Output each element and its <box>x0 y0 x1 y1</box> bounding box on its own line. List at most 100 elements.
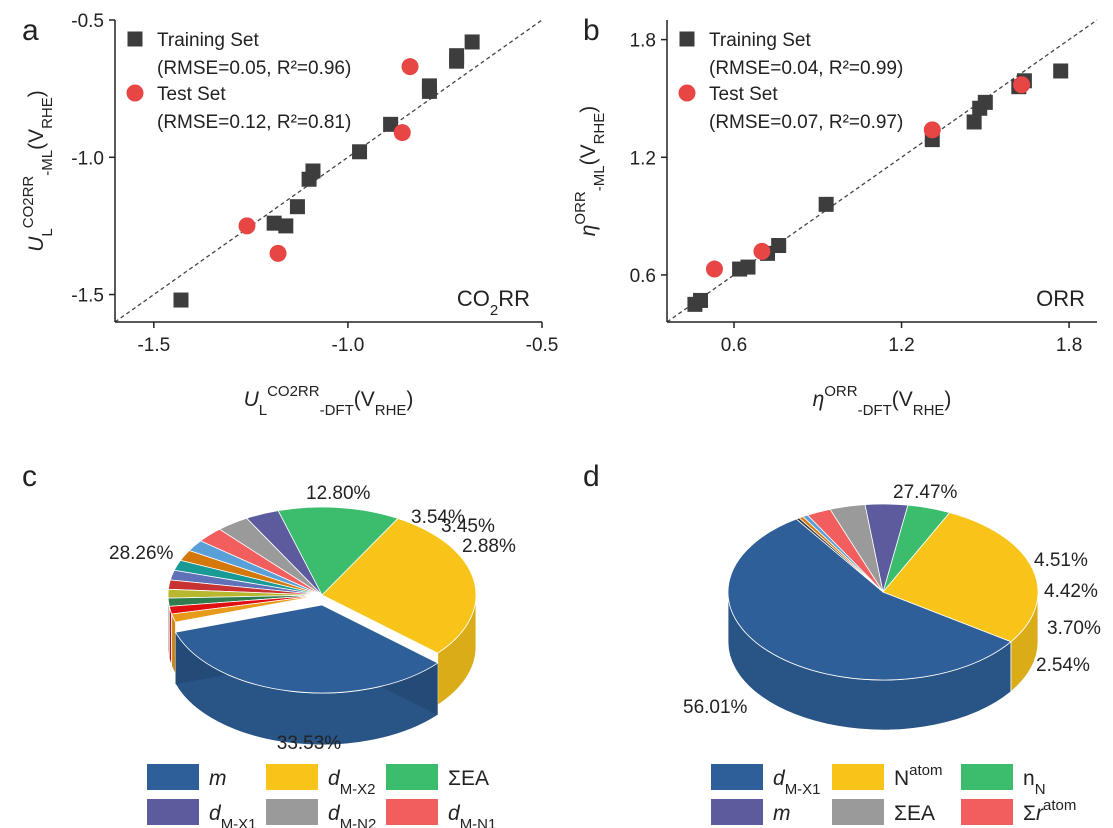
reaction-annotation: ORR <box>1036 286 1085 311</box>
legend-entry: nN <box>1023 767 1046 798</box>
legend-label: Test Set <box>157 84 226 105</box>
legend-training-marker <box>679 31 695 47</box>
pie-percent-label: 4.42% <box>1044 581 1098 602</box>
panel-letter-a: a <box>22 14 39 47</box>
training-point <box>278 218 294 234</box>
test-point <box>401 58 419 76</box>
legend-entry: ΣEA <box>448 767 489 790</box>
training-point <box>977 94 993 110</box>
pie-percent-label: 3.54% <box>411 507 465 528</box>
pie-percent-label: 33.53% <box>277 733 342 754</box>
pie-slice-side <box>171 613 176 676</box>
legend-swatch <box>147 764 199 790</box>
training-point <box>740 259 756 275</box>
y-axis-title: ULCO2RR-ML(VRHE) <box>20 90 55 252</box>
x-tick-label: -1.0 <box>332 335 365 356</box>
legend-entry: m <box>773 802 791 825</box>
x-tick-label: 1.2 <box>888 335 914 356</box>
y-tick-label: -1.5 <box>71 286 104 307</box>
pie-percent-label: 2.88% <box>462 536 516 557</box>
series-test <box>705 76 1031 278</box>
x-axis-title: ULCO2RR-DFT(VRHE) <box>244 383 414 418</box>
legend-entry: dM-X2 <box>328 767 376 798</box>
y-tick-label: 1.2 <box>630 148 656 169</box>
legend-swatch <box>961 764 1013 790</box>
y-tick-label: -1.0 <box>71 148 104 169</box>
pie-slice <box>795 517 884 593</box>
pie-panel-d: 56.01% 27.47% 4.51% 4.42% 3.70% 2.54% dM-X1 Nat… <box>683 482 1101 825</box>
pie-percent-label: 12.80% <box>306 483 371 504</box>
legend-swatch <box>711 764 763 790</box>
reaction-annotation: CO2RR <box>457 286 530 319</box>
legend-metrics: (RMSE=0.04, R²=0.99) <box>709 58 903 79</box>
legend-metrics: (RMSE=0.05, R²=0.96) <box>157 58 351 79</box>
legend-entry: dM-X1 <box>773 767 821 798</box>
legend-label: Training Set <box>157 30 259 51</box>
legend-swatch <box>266 764 318 790</box>
y-axis-title: ηORR-ML(VRHE) <box>572 106 607 237</box>
test-point <box>705 260 723 278</box>
legend-metrics: (RMSE=0.12, R²=0.81) <box>157 112 351 133</box>
training-point <box>305 163 321 179</box>
training-point <box>289 199 305 215</box>
legend-metrics: (RMSE=0.07, R²=0.97) <box>709 112 903 133</box>
x-tick-label: 0.6 <box>721 335 747 356</box>
test-point <box>923 121 941 139</box>
pie-percent-label: 28.26% <box>109 543 174 564</box>
pie-slice <box>727 518 1012 681</box>
legend-training-marker <box>127 31 143 47</box>
parity-line <box>114 19 543 323</box>
pie-panel-c: 33.53% 28.26% 12.80% 3.54%3.45%2.88% m dM-X2 Σ… <box>109 483 516 828</box>
test-point <box>269 244 287 262</box>
series-test <box>238 58 419 262</box>
training-point <box>693 292 709 308</box>
legend-entry: Natom <box>894 762 943 790</box>
legend-swatch <box>386 799 438 825</box>
pie-percent-label: 27.47% <box>893 482 958 503</box>
pie-percent-label: 56.01% <box>683 697 748 718</box>
training-point <box>449 48 465 64</box>
training-point <box>173 292 189 308</box>
pie-slice <box>882 512 1039 643</box>
pie-slice <box>174 604 439 694</box>
legend-test-marker <box>678 84 696 102</box>
legend-swatch <box>266 799 318 825</box>
scatter-panel-b: 0.6 1.2 1.8 0.6 1.2 1.8 Training Set (RMSE=0.04… <box>572 19 1098 419</box>
x-tick-label: 1.8 <box>1056 335 1082 356</box>
legend-entry: dM-N1 <box>448 802 496 828</box>
legend-swatch <box>961 799 1013 825</box>
series-training <box>173 34 480 308</box>
y-tick-label: 0.6 <box>630 266 656 287</box>
y-tick-label: -0.5 <box>71 11 104 32</box>
legend-test-marker <box>126 84 144 102</box>
panel-letter-d: d <box>583 460 600 493</box>
legend-swatch <box>386 764 438 790</box>
training-point <box>818 196 834 212</box>
legend-entry: dM-N2 <box>328 802 376 828</box>
pie-percent-label: 3.45% <box>441 516 495 537</box>
training-point <box>464 34 480 50</box>
legend-swatch <box>832 764 884 790</box>
pie-slice <box>277 506 399 596</box>
legend-entry: Σratom <box>1023 797 1076 825</box>
test-point <box>393 124 411 142</box>
pie-percent-label: 3.70% <box>1047 618 1101 639</box>
training-point <box>421 83 437 99</box>
test-point <box>238 217 256 235</box>
panel-letter-b: b <box>583 14 600 47</box>
training-point <box>966 114 982 130</box>
scatter-panel-a: -1.5 -1.0 -0.5 -1.5 -1.0 -0.5 Training Set (RMS… <box>20 11 558 419</box>
pie-slice <box>171 594 323 623</box>
legend-label: Test Set <box>709 84 778 105</box>
x-tick-label: -1.5 <box>137 335 170 356</box>
x-axis-title: ηORR-DFT(VRHE) <box>813 383 952 418</box>
training-point <box>352 144 368 160</box>
legend-swatch <box>832 799 884 825</box>
training-point <box>266 215 282 231</box>
test-point <box>1013 76 1031 94</box>
y-tick-label: 1.8 <box>630 31 656 52</box>
pie-slice <box>321 517 477 654</box>
panel-letter-c: c <box>22 460 37 493</box>
legend-entry: dM-X1 <box>209 802 257 828</box>
